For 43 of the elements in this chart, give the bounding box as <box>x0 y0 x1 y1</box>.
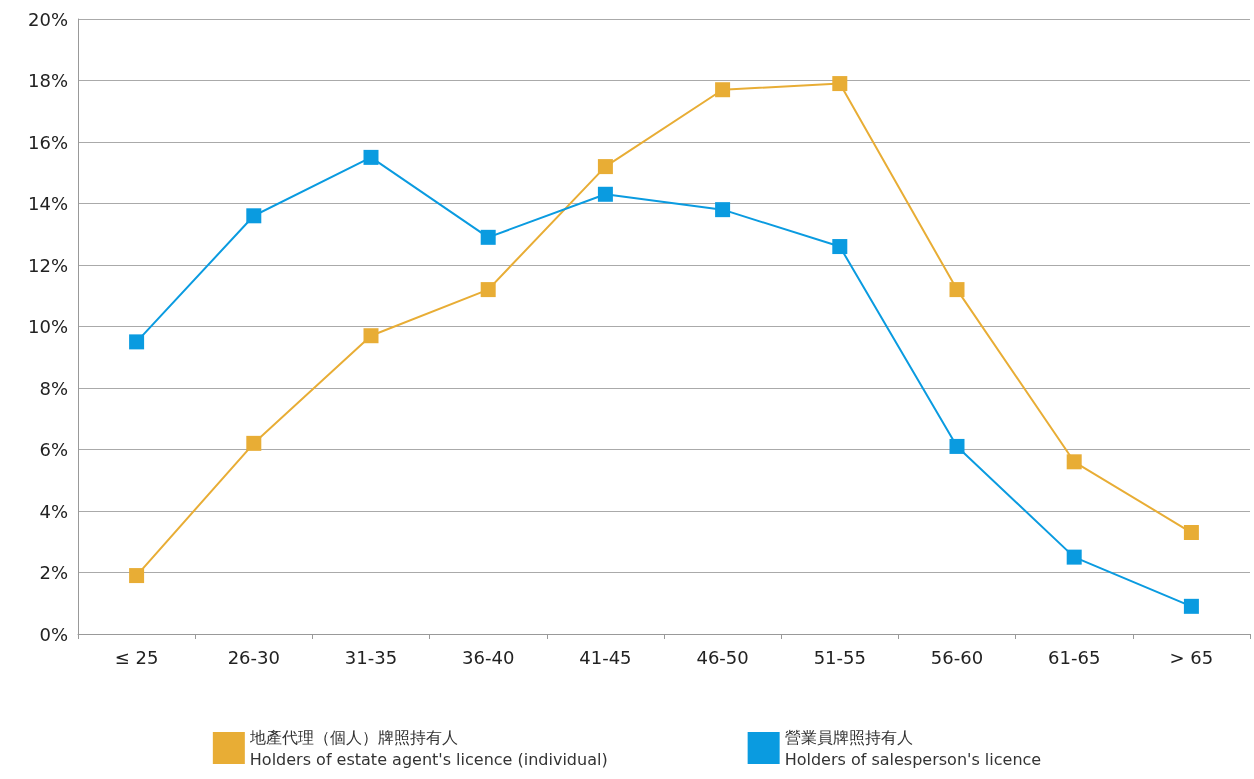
x-tick-label: 41-45 <box>579 646 632 668</box>
y-tick-label: 14% <box>27 193 68 214</box>
point <box>832 239 848 255</box>
point <box>597 159 613 175</box>
x-tick-label: ≤ 25 <box>114 646 159 668</box>
x-tick-label: 36-40 <box>462 646 515 668</box>
x-tick-label: 26-30 <box>227 646 280 668</box>
point <box>715 202 731 218</box>
point <box>1066 549 1082 565</box>
y-tick-label: 18% <box>27 70 68 91</box>
point <box>1066 454 1082 470</box>
y-tick-label: 16% <box>27 131 68 153</box>
y-tick-label: 4% <box>39 500 68 522</box>
point <box>129 334 145 350</box>
point <box>832 76 848 92</box>
point <box>597 186 613 202</box>
y-tick-label: 6% <box>39 439 68 460</box>
point <box>363 149 379 165</box>
point <box>129 568 145 584</box>
x-tick-label: 56-60 <box>930 646 984 668</box>
y-tick-label: 10% <box>27 316 68 337</box>
y-tick-label: 0% <box>39 623 68 645</box>
y-tick-label: 2% <box>39 562 68 583</box>
x-tick-label: 61-65 <box>1048 646 1101 668</box>
point <box>1183 598 1199 614</box>
x-tick-label: 46-50 <box>696 646 749 668</box>
legend-label: 地產代理（個人）牌照持有人 Holders of estate agent's licence (individual) <box>248 727 608 769</box>
y-tick-label: 12% <box>27 254 68 276</box>
y-tick-label: 20% <box>27 8 68 30</box>
point <box>715 82 731 98</box>
legend-label: 營業員牌照持有人 Holders of salesperson's licence <box>784 727 1042 769</box>
x-tick-label: > 65 <box>1169 646 1214 668</box>
point <box>246 208 262 224</box>
y-tick-label: 8% <box>39 377 68 399</box>
point <box>949 438 965 454</box>
point <box>480 282 496 298</box>
point <box>246 435 262 451</box>
x-tick-label: 51-55 <box>813 646 866 668</box>
x-tick-label: 31-35 <box>344 646 398 668</box>
point <box>1183 525 1199 541</box>
point <box>480 229 496 245</box>
point <box>363 328 379 344</box>
point <box>949 282 965 298</box>
